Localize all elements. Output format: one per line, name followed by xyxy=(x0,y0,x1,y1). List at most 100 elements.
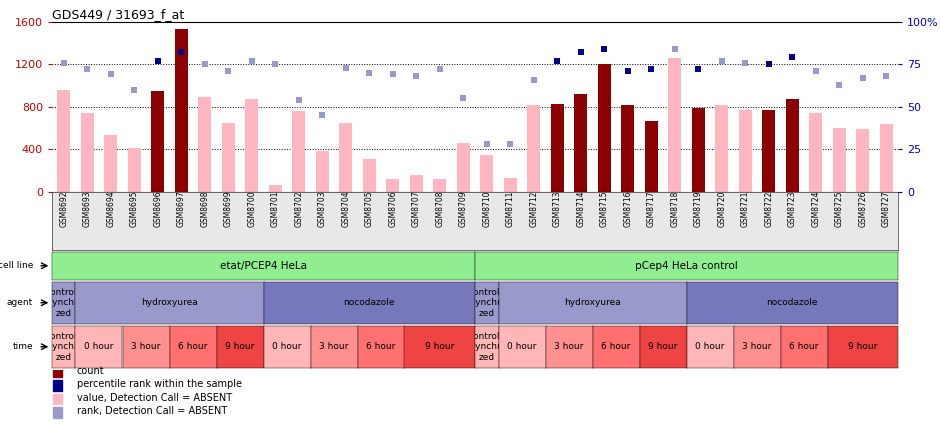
Text: time: time xyxy=(12,342,33,351)
Point xyxy=(432,66,447,73)
Bar xyxy=(57,90,70,192)
Point xyxy=(103,71,118,78)
Bar xyxy=(53,407,62,417)
Bar xyxy=(598,64,611,192)
Point xyxy=(315,112,330,119)
Point xyxy=(503,141,518,147)
Point xyxy=(244,58,259,64)
Bar xyxy=(339,123,352,192)
Point xyxy=(714,58,729,64)
Bar xyxy=(292,111,306,192)
Text: 9 hour: 9 hour xyxy=(649,342,678,351)
Point xyxy=(667,46,682,52)
Point xyxy=(150,58,165,64)
Bar xyxy=(222,123,235,192)
Text: 6 hour: 6 hour xyxy=(602,342,631,351)
Bar xyxy=(715,105,728,192)
Point xyxy=(409,73,424,80)
Bar xyxy=(551,104,564,192)
Text: 6 hour: 6 hour xyxy=(179,342,208,351)
Point xyxy=(691,66,706,73)
Bar xyxy=(53,394,62,404)
Bar xyxy=(104,135,118,192)
Text: 0 hour: 0 hour xyxy=(273,342,302,351)
Text: etat/PCEP4 HeLa: etat/PCEP4 HeLa xyxy=(220,261,307,271)
Point xyxy=(127,86,142,93)
Bar xyxy=(53,367,62,377)
Bar xyxy=(880,124,893,192)
Point xyxy=(644,66,659,73)
Bar xyxy=(81,113,94,192)
Point xyxy=(221,68,236,75)
Bar xyxy=(856,129,870,192)
Bar xyxy=(809,113,822,192)
Point xyxy=(80,66,95,73)
Point xyxy=(855,75,870,81)
Text: hydroxyurea: hydroxyurea xyxy=(141,298,198,307)
Bar xyxy=(316,151,329,192)
Text: 9 hour: 9 hour xyxy=(226,342,255,351)
Bar xyxy=(175,29,188,192)
Text: 9 hour: 9 hour xyxy=(425,342,454,351)
Bar xyxy=(128,148,141,192)
Bar xyxy=(433,179,446,192)
Text: hydroxyurea: hydroxyurea xyxy=(564,298,621,307)
Bar xyxy=(363,159,376,192)
Bar xyxy=(574,94,588,192)
Point xyxy=(620,68,635,75)
Text: control -
unsynchroni
zed: control - unsynchroni zed xyxy=(459,332,514,362)
Bar xyxy=(53,380,62,391)
Point xyxy=(385,71,400,78)
Point xyxy=(550,58,565,64)
Point xyxy=(456,95,471,102)
Point xyxy=(362,69,377,76)
Point xyxy=(526,76,541,83)
Text: control -
unsynchroni
zed: control - unsynchroni zed xyxy=(36,288,91,318)
Bar xyxy=(739,110,752,192)
Bar xyxy=(645,121,658,192)
Point xyxy=(808,68,823,75)
Bar xyxy=(833,128,846,192)
Bar xyxy=(692,108,705,192)
Text: count: count xyxy=(77,366,104,376)
Bar xyxy=(457,143,470,192)
Text: 3 hour: 3 hour xyxy=(743,342,772,351)
Point xyxy=(197,61,212,68)
Bar xyxy=(504,178,517,192)
Bar xyxy=(410,175,423,192)
Bar xyxy=(151,91,164,192)
Text: 3 hour: 3 hour xyxy=(320,342,349,351)
Bar xyxy=(527,105,540,192)
Bar xyxy=(269,185,282,192)
Text: percentile rank within the sample: percentile rank within the sample xyxy=(77,379,242,389)
Text: nocodazole: nocodazole xyxy=(343,298,395,307)
Text: 6 hour: 6 hour xyxy=(790,342,819,351)
Point xyxy=(56,59,71,66)
Text: 0 hour: 0 hour xyxy=(508,342,537,351)
Text: control -
unsynchroni
zed: control - unsynchroni zed xyxy=(36,332,91,362)
Text: rank, Detection Call = ABSENT: rank, Detection Call = ABSENT xyxy=(77,406,227,416)
Text: 0 hour: 0 hour xyxy=(85,342,114,351)
Text: 3 hour: 3 hour xyxy=(555,342,584,351)
Point xyxy=(738,59,753,66)
Point xyxy=(573,49,588,56)
Text: 9 hour: 9 hour xyxy=(848,342,877,351)
Bar xyxy=(245,99,258,192)
Bar xyxy=(762,110,775,192)
Point xyxy=(268,61,283,68)
Bar xyxy=(198,97,212,192)
Text: agent: agent xyxy=(7,298,33,307)
Text: control -
unsynchroni
zed: control - unsynchroni zed xyxy=(459,288,514,318)
Point xyxy=(291,97,306,104)
Text: 3 hour: 3 hour xyxy=(132,342,161,351)
Bar xyxy=(668,58,681,192)
Text: pCep4 HeLa control: pCep4 HeLa control xyxy=(635,261,738,271)
Point xyxy=(832,81,847,88)
Point xyxy=(338,64,353,71)
Point xyxy=(761,61,776,68)
Point xyxy=(879,73,894,80)
Text: cell line: cell line xyxy=(0,261,33,270)
Text: nocodazole: nocodazole xyxy=(766,298,818,307)
Bar xyxy=(386,179,400,192)
Bar xyxy=(786,99,799,192)
